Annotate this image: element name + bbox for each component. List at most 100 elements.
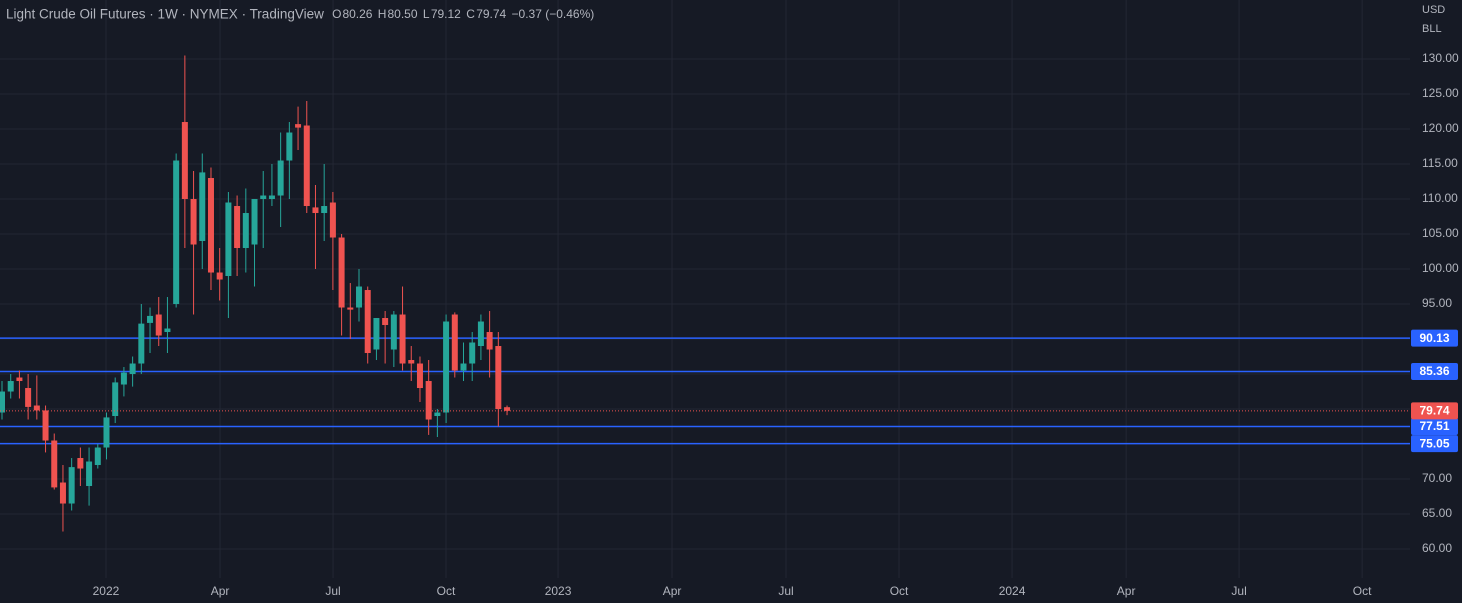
candle-body xyxy=(321,206,328,214)
candle-body xyxy=(120,372,127,385)
candle-body xyxy=(408,360,415,364)
candle-body xyxy=(199,172,206,242)
candle-body xyxy=(373,318,380,350)
legend: Light Crude Oil Futures · 1W · NYMEX · T… xyxy=(6,7,594,22)
x-tick-label: 2023 xyxy=(545,584,572,598)
price-label: 85.36 xyxy=(1419,364,1449,378)
price-axis: 60.0065.0070.0075.0080.0085.0090.0095.00… xyxy=(93,51,1459,598)
y-tick-label: 95.00 xyxy=(1422,296,1452,310)
candle-body xyxy=(356,286,363,308)
candle-body xyxy=(59,482,66,504)
price-label: 90.13 xyxy=(1419,331,1449,345)
candle-body xyxy=(181,122,188,200)
candle-body xyxy=(42,410,49,441)
candle-body xyxy=(338,237,345,308)
ohlc-label: H xyxy=(378,7,387,21)
x-tick-label: Jul xyxy=(1231,584,1246,598)
candle-body xyxy=(242,213,249,249)
candle-body xyxy=(303,125,310,207)
candle-body xyxy=(225,202,232,277)
price-label: 75.05 xyxy=(1419,436,1449,450)
candle-body xyxy=(33,405,40,411)
candle-body xyxy=(495,346,502,410)
candle-body xyxy=(364,290,371,354)
candle-body xyxy=(469,342,476,364)
ohlc-value: 79.12 xyxy=(431,7,461,21)
candle-body xyxy=(173,160,180,305)
x-tick-label: Oct xyxy=(437,584,456,598)
x-tick-label: 2022 xyxy=(93,584,120,598)
plot xyxy=(0,55,1410,532)
candle-body xyxy=(0,391,6,413)
x-tick-label: Oct xyxy=(1353,584,1372,598)
price-label: 77.51 xyxy=(1419,419,1449,433)
ohlc-value: 79.74 xyxy=(476,7,506,21)
unit: BLL xyxy=(1422,23,1442,35)
price-label-box xyxy=(1411,362,1458,380)
x-tick-label: Jul xyxy=(778,584,793,598)
price-label-box xyxy=(1411,329,1458,347)
x-tick-label: Apr xyxy=(663,584,682,598)
ohlc-value: 80.26 xyxy=(342,7,372,21)
candle-body xyxy=(504,407,511,411)
candle-body xyxy=(286,132,293,161)
price-label: 79.74 xyxy=(1419,404,1449,418)
candle-body xyxy=(295,124,302,128)
y-tick-label: 65.00 xyxy=(1422,506,1452,520)
x-tick-label: Apr xyxy=(1117,584,1136,598)
candle-body xyxy=(347,307,354,310)
candle-body xyxy=(451,314,458,371)
candle-body xyxy=(94,447,101,466)
candle-body xyxy=(25,388,32,407)
candle-body xyxy=(425,381,432,420)
x-tick-label: Oct xyxy=(890,584,909,598)
candle-body xyxy=(251,199,258,245)
candle-body xyxy=(103,417,110,448)
ohlc-label: C xyxy=(466,7,475,21)
candle-body xyxy=(434,412,441,417)
x-tick-label: Apr xyxy=(211,584,230,598)
y-tick-label: 60.00 xyxy=(1422,541,1452,555)
ohlc-label: L xyxy=(423,7,430,21)
ohlc-value: 80.50 xyxy=(387,7,417,21)
y-tick-label: 110.00 xyxy=(1422,191,1458,205)
candle-body xyxy=(138,323,145,364)
chart-title: Light Crude Oil Futures · 1W · NYMEX · T… xyxy=(6,7,324,22)
candle-body xyxy=(216,272,223,280)
candle-body xyxy=(268,195,275,200)
y-tick-label: 125.00 xyxy=(1422,86,1459,100)
price-label-box xyxy=(1411,417,1458,435)
y-tick-label: 70.00 xyxy=(1422,471,1452,485)
candle-body xyxy=(207,178,214,273)
candle-body xyxy=(486,332,493,350)
candle-body xyxy=(155,314,162,336)
candle-body xyxy=(147,315,154,323)
candle-body xyxy=(329,202,336,238)
candle-body xyxy=(77,458,84,469)
y-tick-label: 120.00 xyxy=(1422,121,1459,135)
y-tick-label: 115.00 xyxy=(1422,156,1458,170)
candle-body xyxy=(443,321,450,413)
candle-body xyxy=(260,195,267,200)
y-tick-label: 105.00 xyxy=(1422,226,1459,240)
candle-body xyxy=(416,363,423,389)
price-label-box xyxy=(1411,435,1458,453)
candle-body xyxy=(164,328,171,333)
candle-body xyxy=(129,363,136,375)
candle-body xyxy=(312,207,319,214)
candle-body xyxy=(68,467,75,504)
candle-body xyxy=(234,206,241,249)
candle-body xyxy=(112,382,119,417)
y-tick-label: 130.00 xyxy=(1422,51,1459,65)
candle-body xyxy=(16,377,23,382)
candle-body xyxy=(51,440,58,488)
change: −0.37 (−0.46%) xyxy=(512,7,595,21)
candle-body xyxy=(190,199,197,245)
candle-body xyxy=(390,314,397,350)
candle-body xyxy=(86,461,93,487)
candle-body xyxy=(382,318,389,326)
candle-body xyxy=(399,314,406,364)
